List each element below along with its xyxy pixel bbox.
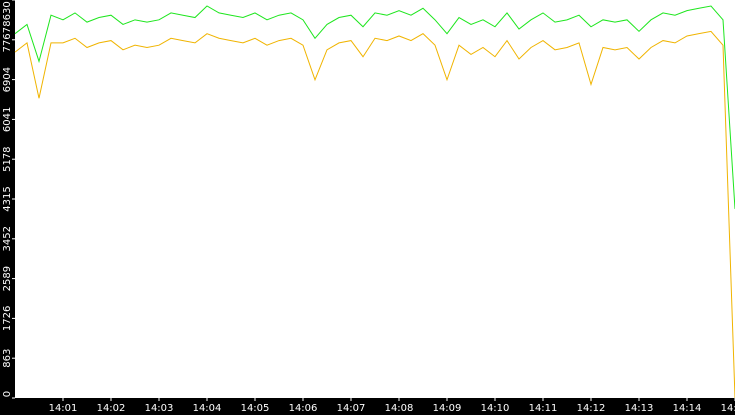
x-tick-label: 14:08 (385, 403, 414, 414)
y-tick-label: 2589 (2, 266, 13, 291)
y-tick-label: 7767 (2, 27, 13, 52)
y-tick-label: 1726 (2, 306, 13, 331)
x-tick-label: 14:01 (49, 403, 78, 414)
x-tick-label: 14:04 (193, 403, 222, 414)
y-tick-label: 863 (2, 349, 13, 368)
y-tick-label: 5178 (2, 146, 13, 171)
x-tick-label: 14:05 (241, 403, 270, 414)
x-tick-label: 14:15 (721, 403, 735, 414)
series-line (14, 30, 735, 399)
y-tick-label: 6904 (2, 67, 13, 92)
y-tick-label: 3452 (2, 226, 13, 251)
x-tick-label: 14:06 (289, 403, 318, 414)
x-tick-label: 14:03 (145, 403, 174, 414)
x-tick-label: 14:13 (625, 403, 654, 414)
x-tick-label: 14:12 (577, 403, 606, 414)
plot-area (15, 0, 735, 398)
y-tick-label: 6041 (2, 107, 13, 132)
y-tick-label: 8630 (2, 1, 13, 26)
x-tick-label: 14:14 (673, 403, 702, 414)
y-tick-label: 0 (2, 391, 13, 397)
x-tick-label: 14:07 (337, 403, 366, 414)
y-tick-label: 4315 (2, 186, 13, 211)
x-tick-label: 14:02 (97, 403, 126, 414)
x-tick-label: 14:10 (481, 403, 510, 414)
x-tick-label: 14:09 (433, 403, 462, 414)
x-tick-label: 14:11 (529, 403, 558, 414)
series-line (14, 5, 735, 209)
